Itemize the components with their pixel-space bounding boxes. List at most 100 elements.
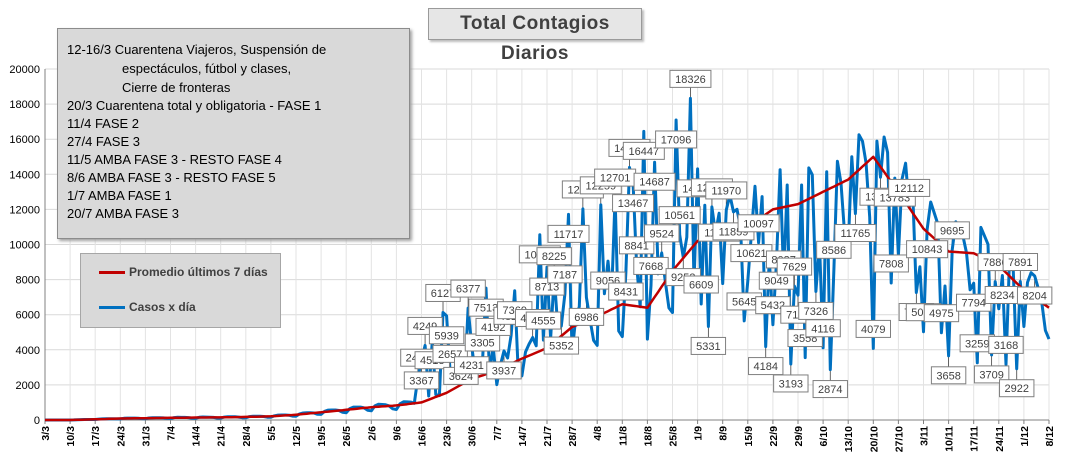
x-tick-label: 19/5 [316, 426, 328, 447]
callout-value: 4231 [459, 360, 483, 372]
callout-box [773, 374, 809, 393]
callout-value: 4975 [929, 308, 953, 320]
callout-value: 10097 [743, 218, 774, 230]
y-tick-label: 12000 [9, 204, 40, 216]
x-tick-label: 8/12 [1044, 426, 1056, 447]
callout-value: 3193 [779, 378, 803, 390]
callout-value: 10621 [736, 248, 767, 260]
callout-value: 10843 [912, 244, 943, 256]
daily-value-callouts: 2439336742494518612759392657362463774231… [400, 69, 1053, 399]
callout-box [758, 271, 795, 290]
callout-box [834, 224, 877, 243]
callout-value: 9695 [940, 225, 964, 237]
callout-value: 9524 [650, 228, 674, 240]
x-tick-label: 28/7 [567, 426, 579, 447]
x-tick-label: 10/11 [944, 426, 956, 452]
callout-box [988, 335, 1024, 354]
callout-box [923, 304, 960, 323]
y-tick-label: 2000 [16, 380, 40, 392]
callout-value: 7891 [1008, 257, 1032, 269]
callout-value: 8713 [535, 282, 559, 294]
callout-value: 4116 [811, 323, 835, 335]
callout-value: 2874 [818, 384, 842, 396]
x-tick-label: 5/5 [266, 426, 278, 441]
callout-value: 3937 [492, 365, 516, 377]
x-tick-label: 3/3 [40, 426, 52, 441]
callout-value: 5432 [761, 300, 785, 312]
callout-value: 6609 [689, 280, 713, 292]
x-tick-label: 17/3 [90, 426, 102, 447]
info-line: 1/7 AMBA FASE 1 [67, 188, 172, 203]
callout-box [906, 240, 949, 259]
callout-box [658, 206, 701, 225]
x-tick-label: 18/8 [642, 426, 654, 447]
callout-box [888, 178, 931, 197]
callout-box [547, 265, 583, 284]
x-tick-label: 3/11 [919, 426, 931, 446]
callout-value: 8586 [822, 245, 846, 257]
x-tick-label: 6/10 [818, 426, 830, 447]
chart-title: Total Contagios Diarios [428, 8, 642, 64]
callout-value: 2922 [1004, 383, 1028, 395]
callout-box [683, 275, 719, 294]
info-line: 27/4 FASE 3 [67, 134, 140, 149]
callout-box [655, 130, 698, 149]
info-line: 8/6 AMBA FASE 3 - RESTO FASE 5 [67, 170, 276, 185]
callout-value: 11765 [840, 228, 870, 240]
callout-value: 7808 [879, 258, 903, 270]
callout-box [737, 214, 780, 233]
callout-box [973, 365, 1010, 384]
callout-value: 5939 [434, 330, 458, 342]
info-line: 20/7 AMBA FASE 3 [67, 206, 180, 221]
x-tick-label: 20/10 [868, 426, 880, 452]
callout-value: 5645 [732, 296, 756, 308]
y-tick-label: 8000 [16, 275, 40, 287]
callout-value: 11970 [711, 185, 741, 197]
callout-value: 8431 [614, 287, 638, 299]
x-tick-label: 28/4 [241, 426, 253, 447]
info-line: espectáculos, fútbol y clases, [122, 61, 292, 76]
callout-box [934, 221, 970, 240]
callout-box [633, 172, 676, 191]
callout-value: 5331 [696, 341, 720, 353]
legend-label-daily: Casos x día [129, 300, 196, 314]
x-tick-label: 2/6 [366, 426, 378, 441]
y-tick-label: 10000 [9, 240, 40, 252]
x-tick-label: 31/3 [140, 426, 152, 447]
y-tick-label: 18000 [9, 99, 40, 111]
callout-value: 7326 [804, 306, 828, 318]
callout-box [805, 319, 841, 338]
legend-swatch-average [99, 271, 125, 274]
x-tick-label: 23/6 [442, 426, 454, 447]
callout-value: 16447 [629, 146, 660, 158]
y-tick-label: 14000 [9, 169, 40, 181]
x-tick-label: 29/9 [793, 426, 805, 447]
info-line: 11/5 AMBA FASE 3 - RESTO FASE 4 [67, 152, 282, 167]
x-tick-label: 9/6 [391, 426, 403, 441]
callout-value: 9049 [764, 276, 788, 288]
callout-value: 14687 [639, 177, 670, 189]
callout-value: 5352 [549, 341, 573, 353]
callout-box [999, 379, 1035, 398]
callout-value: 3709 [979, 369, 1003, 381]
callout-box [568, 307, 605, 326]
timeline-info-box: 12-16/3 Cuarentena Viajeros, Suspensión … [57, 28, 410, 239]
x-tick-label: 24/11 [994, 426, 1006, 452]
x-tick-label: 11/8 [617, 426, 629, 446]
x-tick-label: 21/4 [216, 426, 228, 447]
y-tick-label: 20000 [9, 64, 40, 76]
callout-value: 10561 [664, 210, 695, 222]
x-tick-label: 10/3 [65, 426, 77, 447]
x-tick-label: 4/8 [592, 426, 604, 441]
x-tick-label: 1/12 [1019, 426, 1031, 447]
callout-value: 7513 [474, 303, 498, 315]
legend-swatch-daily [99, 306, 125, 309]
callout-value: 7187 [553, 269, 577, 281]
x-tick-label: 8/9 [718, 426, 730, 441]
callout-box [669, 69, 712, 88]
x-tick-label: 24/3 [115, 426, 127, 447]
callout-value: 18326 [675, 74, 706, 86]
x-tick-label: 7/7 [492, 426, 504, 441]
callout-box [622, 141, 665, 160]
y-tick-label: 6000 [16, 310, 40, 322]
